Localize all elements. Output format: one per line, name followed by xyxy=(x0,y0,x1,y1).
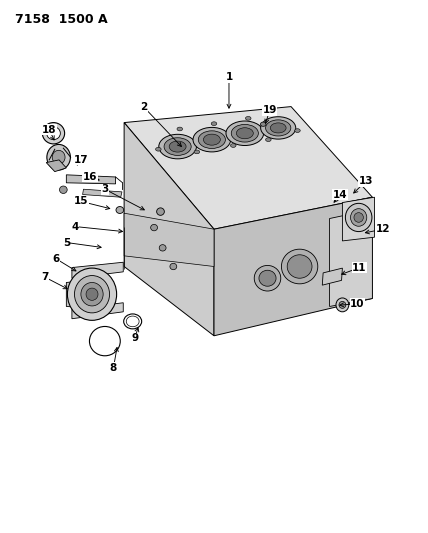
Text: 3: 3 xyxy=(101,184,108,194)
Ellipse shape xyxy=(261,117,296,139)
Polygon shape xyxy=(66,175,116,184)
Ellipse shape xyxy=(236,128,253,139)
Ellipse shape xyxy=(159,245,166,251)
Ellipse shape xyxy=(116,207,124,213)
Ellipse shape xyxy=(194,150,199,154)
Ellipse shape xyxy=(177,127,182,131)
Ellipse shape xyxy=(67,268,116,320)
Ellipse shape xyxy=(42,123,65,144)
Text: 16: 16 xyxy=(83,172,97,182)
Ellipse shape xyxy=(270,123,286,133)
Ellipse shape xyxy=(287,255,312,278)
Ellipse shape xyxy=(155,147,161,151)
Ellipse shape xyxy=(354,213,363,222)
Text: 19: 19 xyxy=(262,106,277,115)
Polygon shape xyxy=(72,262,123,278)
Ellipse shape xyxy=(198,131,226,149)
Text: 2: 2 xyxy=(140,102,147,111)
Ellipse shape xyxy=(74,276,110,313)
Text: 10: 10 xyxy=(350,299,365,309)
Ellipse shape xyxy=(47,144,70,170)
Ellipse shape xyxy=(281,249,318,284)
Ellipse shape xyxy=(260,122,266,126)
Ellipse shape xyxy=(52,150,65,164)
Text: 7158  1500 A: 7158 1500 A xyxy=(15,13,107,26)
Text: 11: 11 xyxy=(352,263,367,272)
Ellipse shape xyxy=(193,127,231,152)
Ellipse shape xyxy=(157,208,164,215)
Text: 18: 18 xyxy=(42,125,56,134)
Polygon shape xyxy=(342,197,374,241)
Ellipse shape xyxy=(151,224,158,231)
Ellipse shape xyxy=(351,208,367,227)
Ellipse shape xyxy=(265,138,271,142)
Polygon shape xyxy=(46,160,66,172)
Ellipse shape xyxy=(86,288,98,301)
Ellipse shape xyxy=(339,302,346,308)
Polygon shape xyxy=(124,123,214,336)
Ellipse shape xyxy=(294,128,300,132)
Polygon shape xyxy=(124,107,372,229)
Polygon shape xyxy=(72,303,123,319)
Ellipse shape xyxy=(59,186,67,193)
Ellipse shape xyxy=(169,141,186,152)
Ellipse shape xyxy=(203,134,220,145)
Ellipse shape xyxy=(259,270,276,286)
Text: 7: 7 xyxy=(41,272,49,282)
Text: 4: 4 xyxy=(71,222,79,231)
Ellipse shape xyxy=(47,127,60,140)
Ellipse shape xyxy=(254,265,281,291)
Text: 12: 12 xyxy=(376,224,390,234)
Ellipse shape xyxy=(170,263,177,270)
Polygon shape xyxy=(322,268,342,285)
Polygon shape xyxy=(66,280,92,308)
Polygon shape xyxy=(83,189,122,197)
Text: 15: 15 xyxy=(74,197,89,206)
Ellipse shape xyxy=(265,120,291,136)
Polygon shape xyxy=(124,213,214,266)
Text: 5: 5 xyxy=(63,238,70,247)
Ellipse shape xyxy=(345,203,372,231)
Ellipse shape xyxy=(336,298,349,312)
Text: 17: 17 xyxy=(74,155,89,165)
Ellipse shape xyxy=(164,138,191,156)
Ellipse shape xyxy=(226,121,264,146)
Ellipse shape xyxy=(81,282,103,306)
Polygon shape xyxy=(214,197,372,336)
Text: 8: 8 xyxy=(110,363,117,373)
Text: 14: 14 xyxy=(333,190,348,199)
Text: 6: 6 xyxy=(52,254,59,263)
Ellipse shape xyxy=(231,124,259,142)
Text: 13: 13 xyxy=(359,176,373,186)
Text: 9: 9 xyxy=(131,334,138,343)
Text: 1: 1 xyxy=(226,72,232,82)
Ellipse shape xyxy=(211,122,217,126)
Ellipse shape xyxy=(245,116,251,120)
Ellipse shape xyxy=(230,144,236,147)
Ellipse shape xyxy=(159,134,196,159)
Polygon shape xyxy=(330,209,372,306)
